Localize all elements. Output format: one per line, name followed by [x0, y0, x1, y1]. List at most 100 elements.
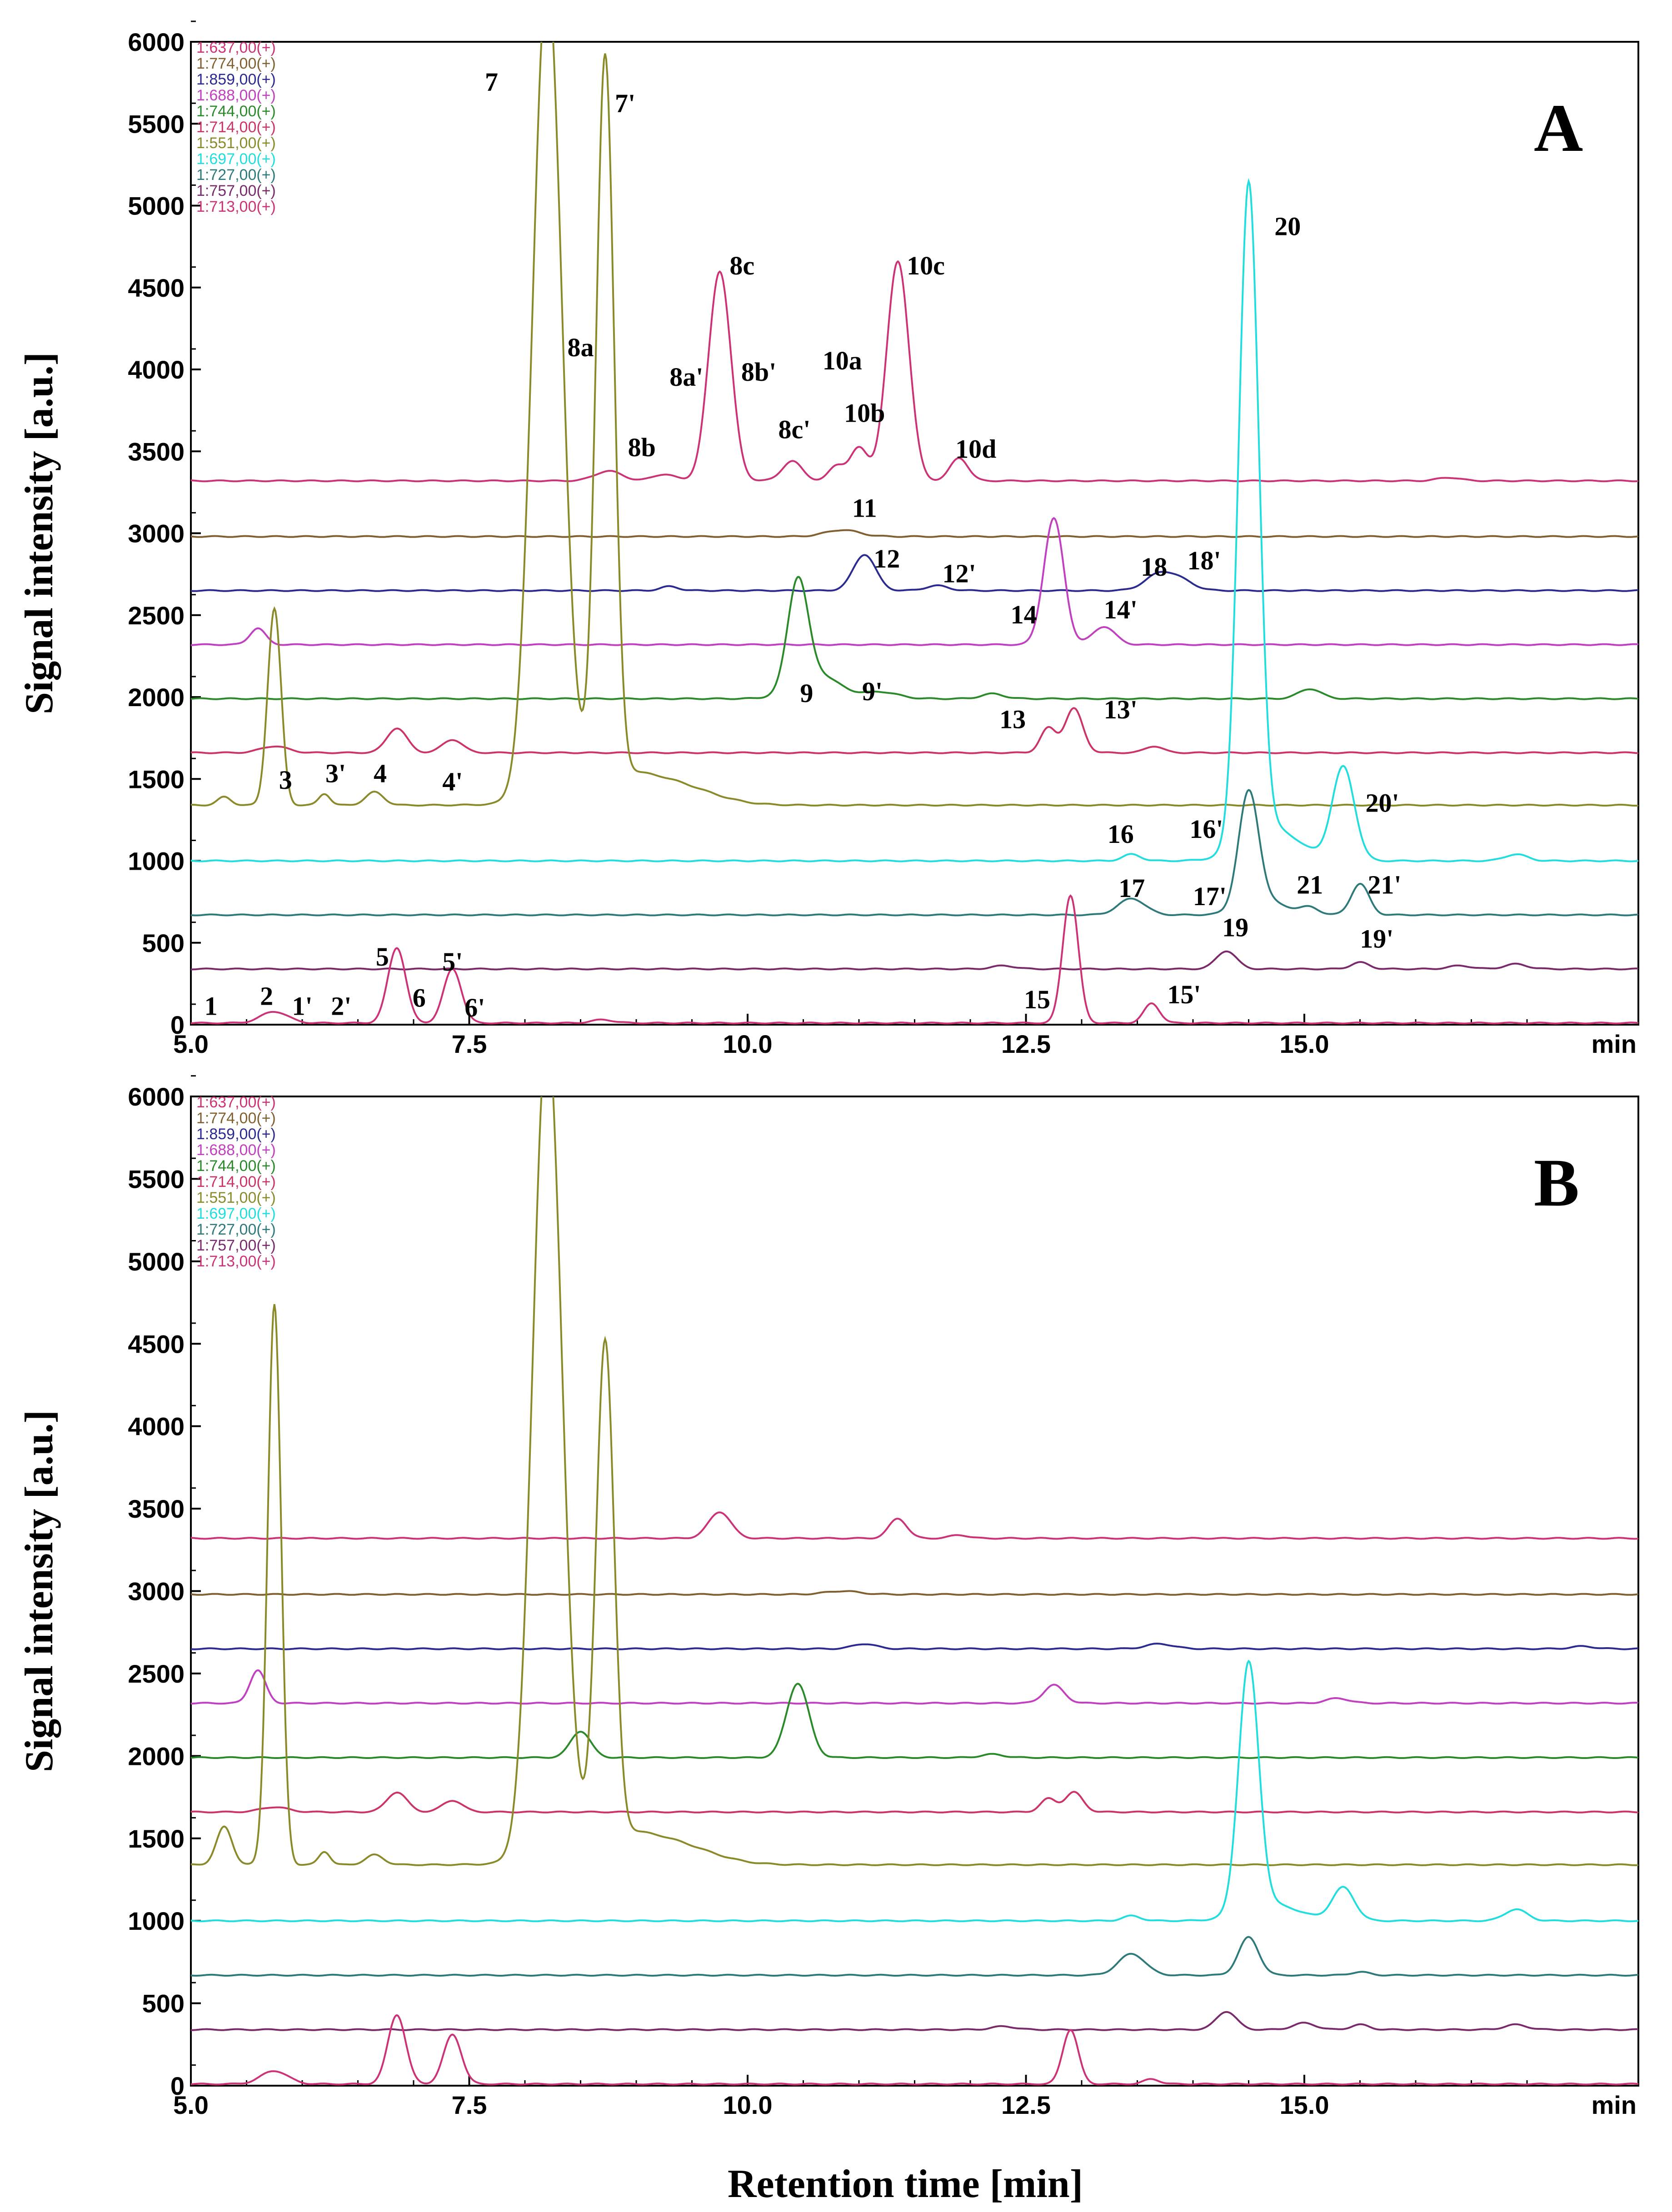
- peak-label-20: 20': [1365, 788, 1399, 817]
- trace-1-551-00: [191, 1096, 1638, 1866]
- peak-label-5: 5': [442, 947, 463, 976]
- x-tick-label: 10.0: [723, 1030, 773, 1058]
- trace-1-757-00: [191, 2011, 1638, 2031]
- trace-1-774-00: [191, 1590, 1638, 1596]
- peak-label-9: 9': [862, 677, 883, 706]
- y-tick-label: 0: [170, 1011, 185, 1039]
- y-tick-label: 500: [142, 929, 185, 957]
- peak-label-10c: 10c: [907, 251, 945, 280]
- peak-label-1: 1: [205, 991, 218, 1021]
- x-unit-label: min: [1591, 2091, 1637, 2119]
- peak-label-15: 15': [1167, 980, 1201, 1009]
- peak-label-17: 17': [1193, 882, 1227, 911]
- legend-entry: 1:774,00(+): [196, 55, 276, 72]
- legend-entry: 1:713,00(+): [196, 1253, 276, 1270]
- trace-1-713-00: [191, 894, 1638, 1025]
- peak-label-7: 7: [485, 67, 498, 97]
- x-tick-label: 10.0: [723, 2091, 773, 2119]
- panel-b: 0 500 1000 1500 2000 2500 3000 3500 4000 4500 5000…: [17, 1075, 1639, 2119]
- legend-entry: 1:714,00(+): [196, 1173, 276, 1191]
- trace-1-727-00: [191, 789, 1638, 917]
- legend-entry: 1:859,00(+): [196, 71, 276, 88]
- y-tick-label: 3000: [128, 1577, 185, 1606]
- y-tick-label: 5000: [128, 192, 185, 220]
- y-tick-label: 0: [170, 2072, 185, 2100]
- y-tick-label: 6000: [128, 28, 185, 56]
- legend-entry: 1:551,00(+): [196, 135, 276, 152]
- peak-label-18: 18': [1187, 546, 1221, 575]
- y-tick-label: 1000: [128, 1907, 185, 1935]
- trace-1-774-00: [191, 529, 1638, 538]
- trace-1-551-00: [191, 42, 1638, 807]
- y-tick-label: 4000: [128, 355, 185, 384]
- y-tick-label: 5500: [128, 110, 185, 138]
- y-tick-label: 4500: [128, 274, 185, 302]
- trace-1-697-00: [191, 178, 1638, 862]
- y-tick-label: 5000: [128, 1247, 185, 1276]
- trace-1-727-00: [191, 1936, 1638, 1977]
- trace-1-714-00: [191, 707, 1638, 754]
- peak-label-14: 14: [1011, 600, 1037, 629]
- peak-label-2: 2': [331, 991, 351, 1021]
- x-tick-label: 5.0: [173, 1030, 209, 1058]
- trace-1-713-00: [191, 2014, 1638, 2086]
- y-tick-label: 2000: [128, 683, 185, 712]
- trace-1-744-00: [191, 1683, 1638, 1759]
- y-tick-label: 2500: [128, 601, 185, 630]
- peak-label-16: 16: [1108, 819, 1134, 849]
- peak-label-6: 6': [464, 993, 485, 1022]
- y-tick-label: 3500: [128, 1495, 185, 1523]
- y-tick-label: 3000: [128, 519, 185, 548]
- trace-1-637-00: [191, 1511, 1638, 1540]
- x-unit-label: min: [1591, 1030, 1637, 1058]
- y-tick-label: 2000: [128, 1742, 185, 1770]
- peak-label-9: 9: [800, 678, 813, 708]
- peak-label-8c: 8c': [778, 414, 810, 444]
- legend-entry: 1:697,00(+): [196, 150, 276, 168]
- trace-1-757-00: [191, 950, 1638, 971]
- legend-entry: 1:637,00(+): [196, 39, 276, 56]
- trace-1-859-00: [191, 554, 1638, 592]
- x-tick-label: 15.0: [1280, 1030, 1329, 1058]
- peak-label-12: 12: [873, 544, 900, 573]
- legend-entry: 1:637,00(+): [196, 1094, 276, 1111]
- legend-entry: 1:551,00(+): [196, 1189, 276, 1206]
- peak-label-8b: 8b: [628, 433, 656, 462]
- legend-entry: 1:727,00(+): [196, 1221, 276, 1238]
- trace-group: [191, 1096, 1638, 2086]
- peak-label-21: 21: [1297, 870, 1323, 900]
- trace-1-637-00: [191, 260, 1638, 483]
- panel-letter: B: [1534, 1145, 1579, 1221]
- x-tick-label: 12.5: [1001, 1030, 1051, 1058]
- peak-label-19: 19: [1222, 912, 1248, 942]
- trace-1-697-00: [191, 1659, 1638, 1923]
- y-tick-label: 2500: [128, 1659, 185, 1688]
- legend-entry: 1:714,00(+): [196, 119, 276, 136]
- legend-entry: 1:774,00(+): [196, 1110, 276, 1127]
- peak-label-18: 18: [1141, 552, 1167, 582]
- peak-label-15: 15: [1024, 985, 1050, 1014]
- legend-entry: 1:859,00(+): [196, 1126, 276, 1143]
- peak-label-3: 3': [325, 758, 346, 788]
- peak-label-8b: 8b': [741, 357, 776, 387]
- peak-label-8a: 8a': [669, 362, 703, 392]
- peak-label-6: 6: [413, 983, 426, 1012]
- peak-label-2: 2: [260, 981, 273, 1011]
- peak-label-20: 20: [1274, 211, 1301, 241]
- peak-label-10d: 10d: [955, 434, 996, 464]
- trace-group: [191, 42, 1638, 1025]
- y-tick-label: 1500: [128, 765, 185, 793]
- trace-1-744-00: [191, 576, 1638, 700]
- peak-label-11: 11: [852, 493, 877, 523]
- y-tick-label: 5500: [128, 1165, 185, 1193]
- trace-1-714-00: [191, 1791, 1638, 1813]
- x-axis-title: Retention time [min]: [728, 2162, 1083, 2206]
- peak-label-14: 14': [1104, 595, 1138, 624]
- peak-label-16: 16': [1189, 814, 1223, 844]
- y-tick-label: 4000: [128, 1412, 185, 1441]
- y-axis-title: Signal intensity [a.u.]: [17, 1410, 61, 1772]
- x-tick-label: 5.0: [173, 2091, 209, 2119]
- x-tick-label: 15.0: [1280, 2091, 1329, 2119]
- legend-entry: 1:688,00(+): [196, 1141, 276, 1159]
- y-tick-label: 3500: [128, 437, 185, 466]
